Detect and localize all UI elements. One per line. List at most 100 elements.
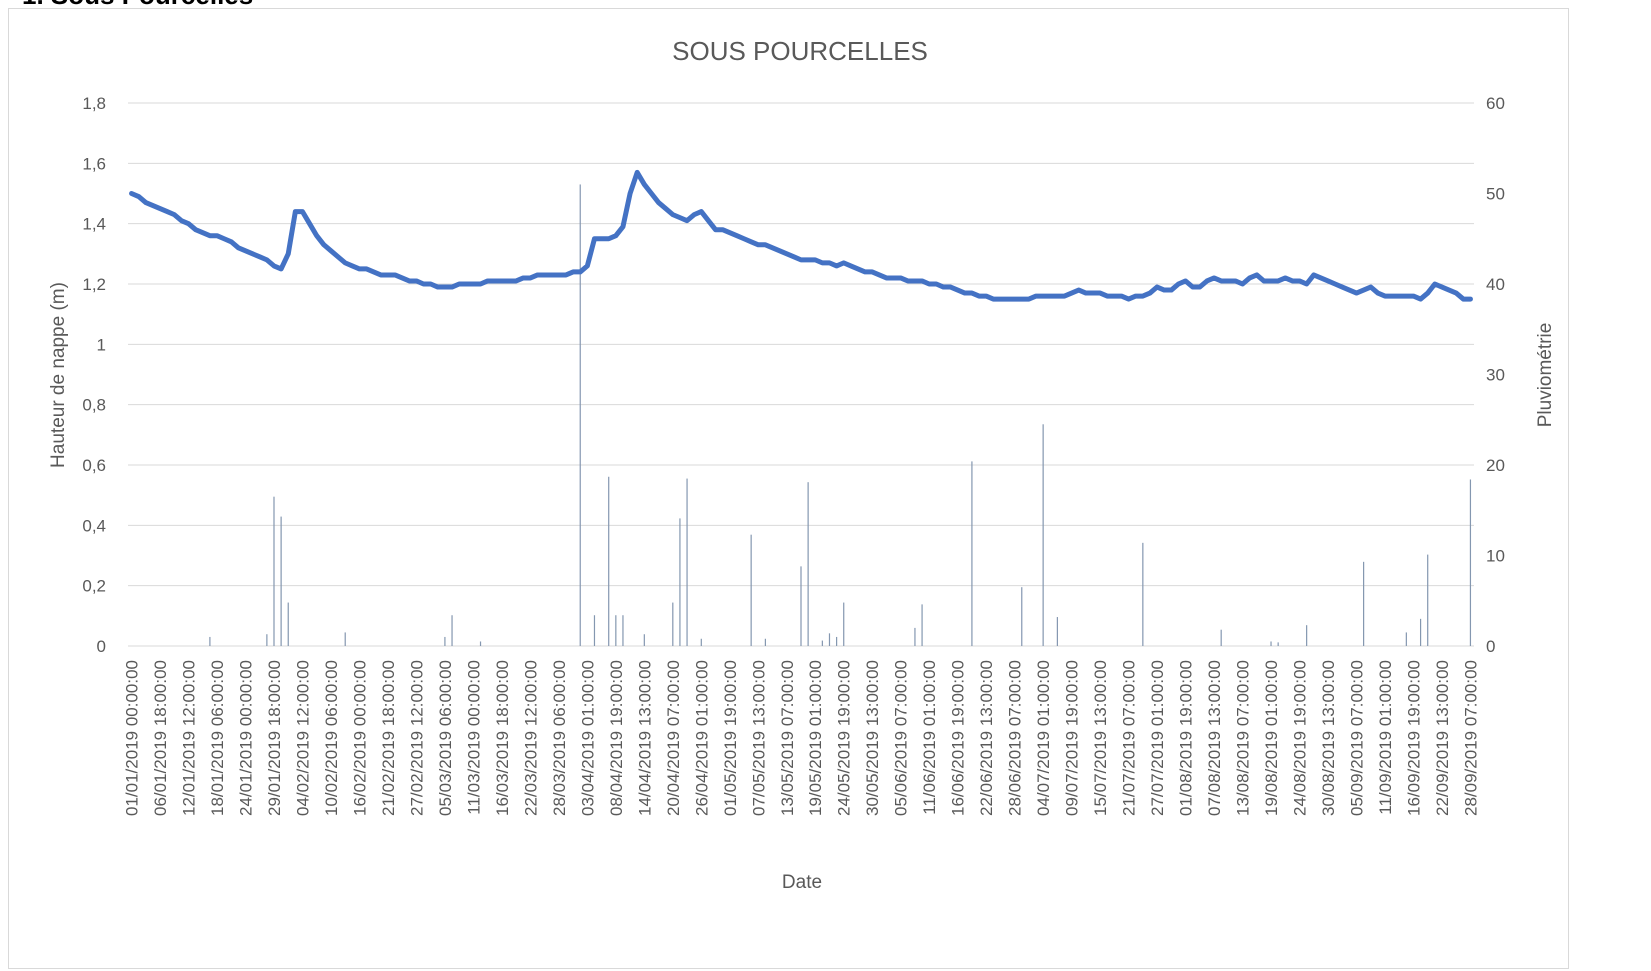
- x-tick-label: 16/02/2019 00:00:00: [350, 660, 369, 816]
- rain-bar: [764, 638, 766, 646]
- y-axis-label: Hauteur de nappe (m): [48, 282, 69, 468]
- rain-bar: [593, 615, 596, 646]
- x-tick-label: 27/07/2019 01:00:00: [1148, 660, 1167, 816]
- rain-bar: [287, 602, 289, 646]
- y-tick-label: 0,8: [82, 396, 106, 415]
- rain-bar: [608, 476, 610, 646]
- rain-bar: [836, 636, 838, 646]
- x-tick-label: 04/07/2019 01:00:00: [1034, 660, 1053, 816]
- chart-title: SOUS POURCELLES: [672, 36, 928, 66]
- rain-bar: [1270, 641, 1272, 646]
- rain-bar: [1427, 554, 1429, 646]
- x-tick-label: 24/01/2019 00:00:00: [237, 660, 256, 816]
- x-tick-label: 29/01/2019 18:00:00: [265, 660, 284, 816]
- heading: 1. Sous Pourcelles: [22, 0, 253, 10]
- y2-tick-label: 0: [1486, 637, 1495, 656]
- y2-tick-label: 60: [1486, 94, 1505, 113]
- x-tick-label: 24/05/2019 19:00:00: [835, 660, 854, 816]
- x-tick-label: 07/08/2019 13:00:00: [1205, 660, 1224, 816]
- rain-bar: [843, 602, 845, 646]
- y-tick-label: 0: [97, 637, 106, 656]
- rain-bar: [479, 641, 482, 646]
- x-tick-label: 28/06/2019 07:00:00: [1006, 660, 1025, 816]
- x-tick-label: 13/08/2019 07:00:00: [1234, 660, 1253, 816]
- y2-tick-label: 40: [1486, 275, 1505, 294]
- rain-bar: [1363, 561, 1365, 646]
- x-tick-label: 01/01/2019 00:00:00: [123, 660, 142, 816]
- rain-bar: [1405, 632, 1407, 646]
- x-tick-label: 08/04/2019 19:00:00: [607, 660, 626, 816]
- x-tick-label: 28/09/2019 07:00:00: [1461, 660, 1480, 816]
- x-tick-label: 11/09/2019 01:00:00: [1376, 660, 1395, 815]
- x-tick-label: 05/09/2019 07:00:00: [1347, 660, 1366, 816]
- y2-tick-label: 20: [1486, 456, 1505, 475]
- rain-bar: [700, 638, 702, 646]
- y-tick-label: 1,2: [82, 275, 106, 294]
- rain-bar: [451, 615, 453, 646]
- y-tick-label: 1,8: [82, 94, 106, 113]
- rain-bar: [679, 518, 681, 646]
- x-tick-label: 21/02/2019 18:00:00: [379, 660, 398, 816]
- rain-bar: [800, 566, 802, 646]
- rain-bar: [921, 604, 923, 646]
- rain-bar: [1306, 625, 1308, 646]
- x-tick-label: 19/05/2019 01:00:00: [806, 660, 825, 816]
- rain-bar: [1419, 618, 1422, 646]
- x-tick-label: 20/04/2019 07:00:00: [664, 660, 683, 816]
- rain-bar: [622, 615, 624, 646]
- x-tick-label: 22/09/2019 13:00:00: [1433, 660, 1452, 816]
- x-tick-label: 05/06/2019 07:00:00: [892, 660, 911, 816]
- rain-bar: [1277, 642, 1279, 646]
- rain-bar: [280, 516, 282, 646]
- x-tick-label: 09/07/2019 19:00:00: [1063, 660, 1082, 816]
- y-tick-label: 0,6: [82, 456, 106, 475]
- x-tick-label: 21/07/2019 07:00:00: [1120, 660, 1139, 816]
- x-tick-label: 26/04/2019 01:00:00: [692, 660, 711, 816]
- x-tick-label: 16/06/2019 19:00:00: [949, 660, 968, 816]
- rain-bar: [672, 602, 674, 646]
- y-tick-label: 1,6: [82, 154, 106, 173]
- x-tick-label: 01/05/2019 19:00:00: [721, 660, 740, 816]
- x-tick-label: 05/03/2019 06:00:00: [436, 660, 455, 816]
- x-tick-label: 12/01/2019 12:00:00: [180, 660, 199, 816]
- y-tick-label: 1,4: [82, 215, 106, 234]
- x-tick-label: 07/05/2019 13:00:00: [749, 660, 768, 816]
- x-tick-label: 16/03/2019 18:00:00: [493, 660, 512, 816]
- rain-bar: [1042, 424, 1044, 646]
- x-tick-label: 30/08/2019 13:00:00: [1319, 660, 1338, 816]
- x-tick-label: 22/03/2019 12:00:00: [521, 660, 540, 816]
- water-level-line: [129, 169, 1473, 302]
- rain-bar: [1220, 629, 1222, 646]
- rain-bar: [209, 636, 211, 646]
- rain-bar: [686, 478, 688, 646]
- x-tick-label: 16/09/2019 19:00:00: [1404, 660, 1423, 816]
- rain-bar: [1142, 542, 1144, 646]
- y-tick-label: 0,2: [82, 577, 106, 596]
- rain-bar: [1469, 479, 1472, 646]
- rain-bar: [971, 461, 973, 646]
- rain-bar: [1021, 587, 1023, 646]
- x-tick-label: 06/01/2019 18:00:00: [151, 660, 170, 816]
- rain-bar: [273, 496, 275, 646]
- x-tick-label: 15/07/2019 13:00:00: [1091, 660, 1110, 816]
- x-tick-label: 04/02/2019 12:00:00: [293, 660, 312, 816]
- rain-bar: [750, 534, 752, 646]
- y-tick-label: 0,4: [82, 516, 106, 535]
- x-tick-label: 22/06/2019 13:00:00: [977, 660, 996, 816]
- x-axis-label: Date: [782, 872, 822, 893]
- y2-axis-label: Pluviométrie: [1535, 323, 1556, 428]
- y-tick-label: 1: [97, 335, 106, 354]
- y2-tick-label: 50: [1486, 185, 1505, 204]
- x-tick-label: 19/08/2019 01:00:00: [1262, 660, 1281, 816]
- x-tick-label: 10/02/2019 06:00:00: [322, 660, 341, 816]
- rain-bar: [615, 615, 617, 646]
- rain-bar: [821, 640, 823, 646]
- rain-bar: [807, 482, 809, 646]
- x-tick-label: 03/04/2019 01:00:00: [578, 660, 597, 816]
- chart-frame: [8, 8, 1569, 969]
- rain-bar: [579, 184, 581, 646]
- rain-bar: [344, 632, 346, 646]
- x-tick-label: 27/02/2019 12:00:00: [407, 660, 426, 816]
